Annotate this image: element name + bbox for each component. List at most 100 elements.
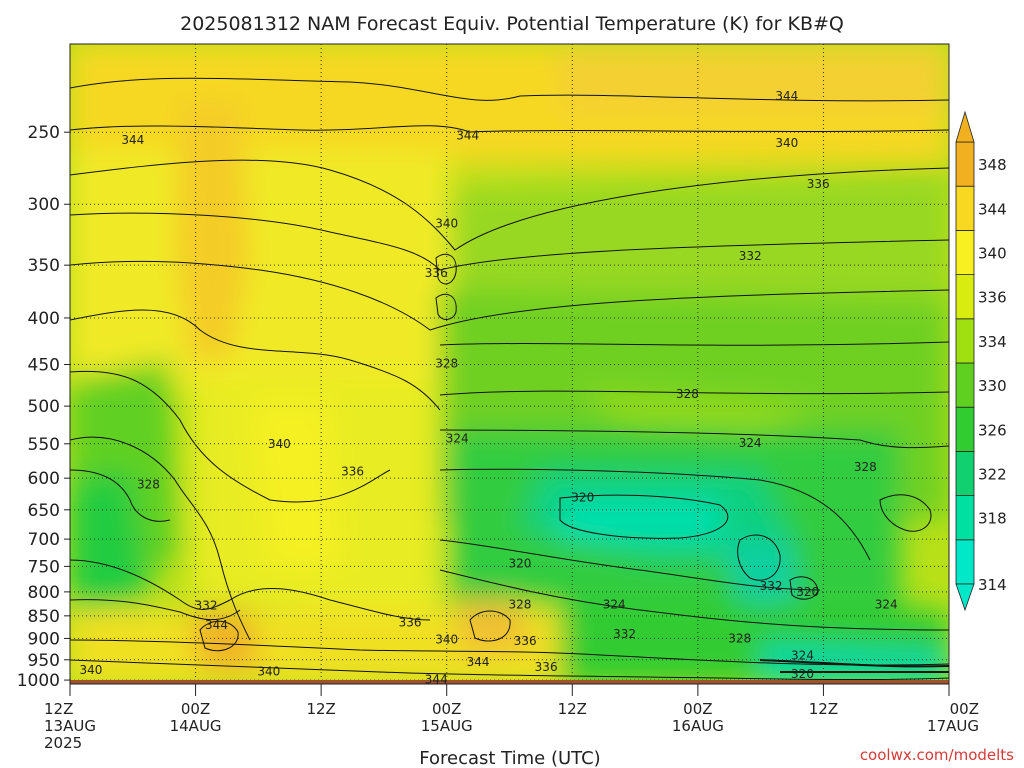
colorbar-label: 348: [978, 156, 1007, 174]
contour-labels: 344 344 344 340 336 340 332 336 328 328 324 324 340 3…: [79, 89, 898, 686]
x-tick-label: 00Z: [181, 700, 210, 718]
x-tick-label: 00Z: [950, 700, 979, 718]
x-tick-label: 00Z: [683, 700, 712, 718]
y-tick-label: 350: [28, 256, 60, 276]
colorbar-segment: [955, 185, 975, 231]
x-tick-label: 12Z: [44, 700, 73, 718]
grid: [70, 44, 949, 684]
colorbar-segment: [955, 495, 975, 541]
x-tick-label: 13AUG: [44, 717, 96, 735]
colorbar-segment: [955, 229, 975, 275]
contour-label: 320: [796, 585, 819, 599]
y-tick-label: 300: [28, 195, 60, 215]
contour-label: 332: [739, 249, 762, 263]
x-tick-label: 12Z: [558, 700, 587, 718]
contour-label: 320: [509, 557, 532, 571]
contour-label: 344: [425, 672, 448, 686]
contour-label: 344: [456, 128, 479, 142]
x-axis-label: Forecast Time (UTC): [419, 748, 600, 768]
contour-label: 328: [435, 357, 458, 371]
contour-label: 336: [425, 266, 448, 280]
contour-label: 332: [195, 598, 218, 612]
contour-label: 332: [613, 627, 636, 641]
y-tick-label: 1000: [17, 671, 60, 691]
y-tick-label: 900: [28, 629, 60, 649]
y-tick-label: 850: [28, 607, 60, 627]
contour-label: 340: [775, 136, 798, 150]
colorbar-label: 340: [978, 245, 1007, 263]
contour-label: 320: [791, 667, 814, 681]
contour-label: 344: [121, 133, 144, 147]
y-tick-label: 600: [28, 469, 60, 489]
colorbar-segment: [955, 318, 975, 364]
contour-label: 324: [446, 432, 469, 446]
colorbar-top-arrow: [955, 110, 975, 143]
x-tick-label: 16AUG: [672, 717, 724, 735]
colorbar-label: 314: [978, 576, 1007, 594]
colorbar-label: 322: [978, 466, 1007, 484]
x-tick-label: 14AUG: [170, 717, 222, 735]
contour-label: 340: [435, 633, 458, 647]
y-tick-label: 400: [28, 309, 60, 329]
colorbar-label: 336: [978, 289, 1007, 307]
colorbar-segment: [955, 539, 975, 585]
contour-label: 340: [435, 217, 458, 231]
colorbar-label: 318: [978, 510, 1007, 528]
contour-label: 344: [775, 89, 798, 103]
colorbar-label: 330: [978, 377, 1007, 395]
y-tick-label: 800: [28, 583, 60, 603]
y-tick-label: 650: [28, 501, 60, 521]
contour-label: 324: [603, 598, 626, 612]
x-tick-label: 12Z: [306, 700, 335, 718]
contour-label: 344: [205, 618, 228, 632]
x-tick-label: 2025: [44, 734, 82, 752]
contour-label: 340: [268, 437, 291, 451]
contour-label: 328: [728, 631, 751, 645]
y-tick-label: 550: [28, 435, 60, 455]
contour-label: 328: [676, 387, 699, 401]
contour-label: 324: [739, 436, 762, 450]
contour-label: 328: [509, 598, 532, 612]
y-axis: 2503003504004505005506006507007508008509…: [17, 123, 70, 691]
colorbar-segment: [955, 362, 975, 408]
colorbar-segment: [955, 141, 975, 187]
contour-label: 344: [467, 655, 490, 669]
credit-link[interactable]: coolwx.com/modelts: [860, 746, 1014, 764]
y-tick-label: 500: [28, 397, 60, 417]
colorbar-label: 326: [978, 421, 1007, 439]
x-tick-label: 00Z: [432, 700, 461, 718]
ground-bar: [70, 680, 949, 684]
contour-label: 336: [807, 177, 830, 191]
x-tick-label: 17AUG: [927, 717, 979, 735]
contour-label: 336: [341, 465, 364, 479]
y-tick-label: 750: [28, 557, 60, 577]
colorbar-segment: [955, 450, 975, 496]
contour-label: 324: [875, 598, 898, 612]
x-tick-label: 15AUG: [421, 717, 473, 735]
chart-title: 2025081312 NAM Forecast Equiv. Potential…: [180, 13, 844, 35]
colorbar-segment: [955, 274, 975, 320]
colorbar: 314 318 322 326 330 334 336 340 344 348: [955, 110, 1007, 612]
contour-label: 328: [137, 478, 160, 492]
contour-lines: [70, 77, 949, 680]
y-tick-label: 700: [28, 530, 60, 550]
y-tick-label: 450: [28, 355, 60, 375]
contour-label: 332: [760, 579, 783, 593]
y-tick-label: 250: [28, 123, 60, 143]
contour-label: 324: [791, 649, 814, 663]
contour-label: 328: [854, 460, 877, 474]
contour-label: 336: [399, 615, 422, 629]
field-shading: [70, 44, 949, 684]
y-tick-label: 950: [28, 651, 60, 671]
contour-label: 340: [79, 663, 102, 677]
contour-label: 336: [514, 634, 537, 648]
contour-label: 336: [535, 660, 558, 674]
colorbar-segment: [955, 406, 975, 452]
colorbar-label: 344: [978, 200, 1007, 218]
colorbar-label: 334: [978, 333, 1007, 351]
contour-label: 340: [257, 664, 280, 678]
x-tick-label: 12Z: [809, 700, 838, 718]
colorbar-bottom-arrow: [955, 583, 975, 612]
